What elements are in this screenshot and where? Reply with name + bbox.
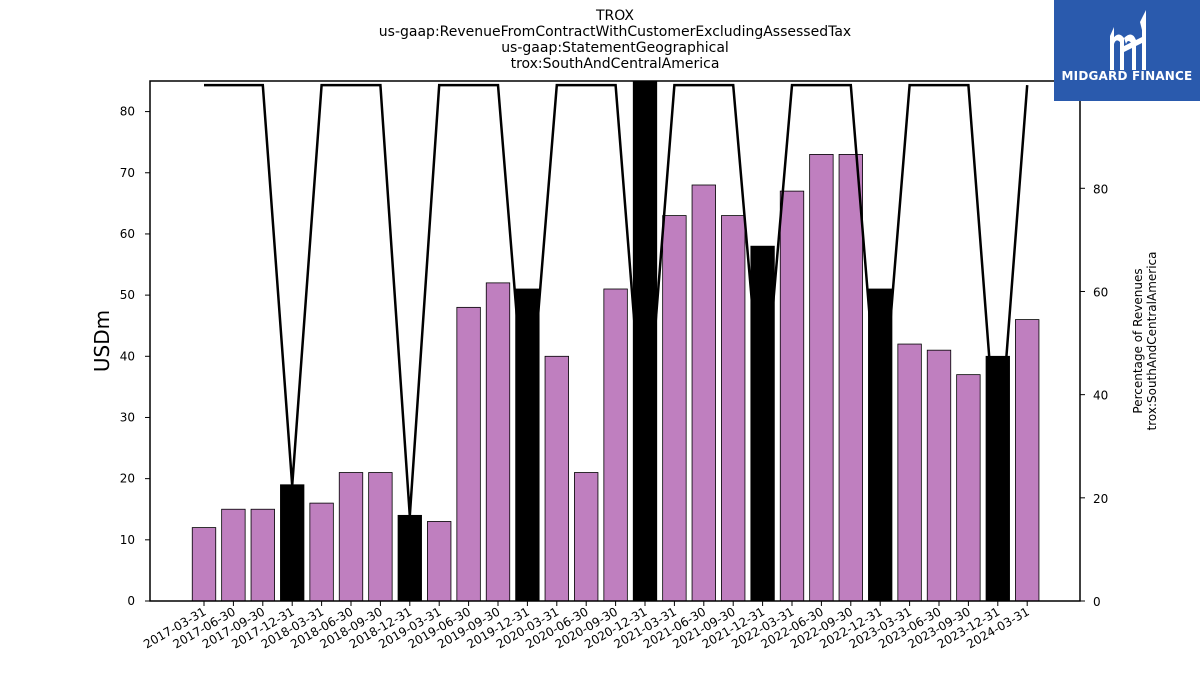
y-axis-left-label: USDm <box>90 310 114 372</box>
bar-2022-06-30 <box>809 154 834 602</box>
bar-2021-06-30 <box>691 184 716 602</box>
bar-2023-06-30 <box>926 349 952 602</box>
bar-2023-09-30 <box>956 374 981 602</box>
bar-2018-12-31 <box>397 514 422 602</box>
bar-2020-03-31 <box>544 355 569 602</box>
left-axis: 0 10 20 30 40 50 60 70 80 <box>120 105 150 608</box>
percentage-line <box>204 83 1029 516</box>
bar-2017-09-30 <box>250 508 275 602</box>
left-tick-label: 40 <box>120 349 135 363</box>
bars-layer <box>191 80 1040 602</box>
x-axis: 2017-03-312017-06-302017-09-302017-12-31… <box>141 601 1032 651</box>
left-tick-label: 0 <box>127 594 135 608</box>
bar-2019-06-30 <box>456 306 481 602</box>
bar-2022-09-30 <box>838 154 863 602</box>
bar-2021-09-30 <box>721 215 746 602</box>
logo-text: MIDGARD FINANCE <box>1061 69 1193 83</box>
right-axis: 020406080100 <box>1080 79 1116 609</box>
line-layer <box>204 83 1029 516</box>
left-tick-label: 50 <box>120 288 135 302</box>
bar-2018-09-30 <box>368 472 393 602</box>
bar-2021-03-31 <box>662 215 687 602</box>
bar-2019-03-31 <box>427 521 452 602</box>
right-tick-label: 60 <box>1093 285 1108 299</box>
bar-2020-06-30 <box>574 472 599 602</box>
right-tick-label: 80 <box>1093 182 1108 196</box>
bar-2017-12-31 <box>280 484 305 602</box>
plot-frame <box>149 80 1081 602</box>
left-tick-label: 70 <box>120 166 135 180</box>
right-tick-label: 0 <box>1093 595 1101 609</box>
left-tick-label: 60 <box>120 227 135 241</box>
bar-2023-03-31 <box>897 343 922 602</box>
bar-2023-12-31 <box>985 355 1010 602</box>
left-tick-label: 30 <box>120 410 135 424</box>
left-tick-label: 10 <box>120 533 135 547</box>
y-axis-right-label: Percentage of Revenues trox:SouthAndCent… <box>1131 252 1159 431</box>
right-tick-label: 20 <box>1093 492 1108 506</box>
title-line-2: us-gaap:RevenueFromContractWithCustomerE… <box>379 24 851 40</box>
logo-graphic-icon <box>1054 0 1200 101</box>
bar-2020-09-30 <box>603 288 628 602</box>
bar-2022-03-31 <box>779 190 805 602</box>
bar-2019-09-30 <box>485 282 511 602</box>
y-axis-right-label-line-2: trox:SouthAndCentralAmerica <box>1145 252 1159 431</box>
chart-title: TROX us-gaap:RevenueFromContractWithCust… <box>379 8 851 72</box>
midgard-finance-logo: MIDGARD FINANCE <box>1054 0 1200 101</box>
left-tick-label: 20 <box>120 472 135 486</box>
bar-2017-03-31 <box>191 527 217 602</box>
bar-2017-06-30 <box>221 508 246 602</box>
right-tick-label: 40 <box>1093 389 1108 403</box>
y-axis-right-label-line-1: Percentage of Revenues <box>1131 268 1145 413</box>
left-tick-label: 80 <box>120 105 135 119</box>
bar-2018-06-30 <box>338 472 364 602</box>
title-line-4: trox:SouthAndCentralAmerica <box>511 56 720 72</box>
bar-2018-03-31 <box>309 502 334 602</box>
title-line-1: TROX <box>595 8 634 24</box>
bar-2024-03-31 <box>1015 319 1040 602</box>
title-line-3: us-gaap:StatementGeographical <box>501 40 729 56</box>
